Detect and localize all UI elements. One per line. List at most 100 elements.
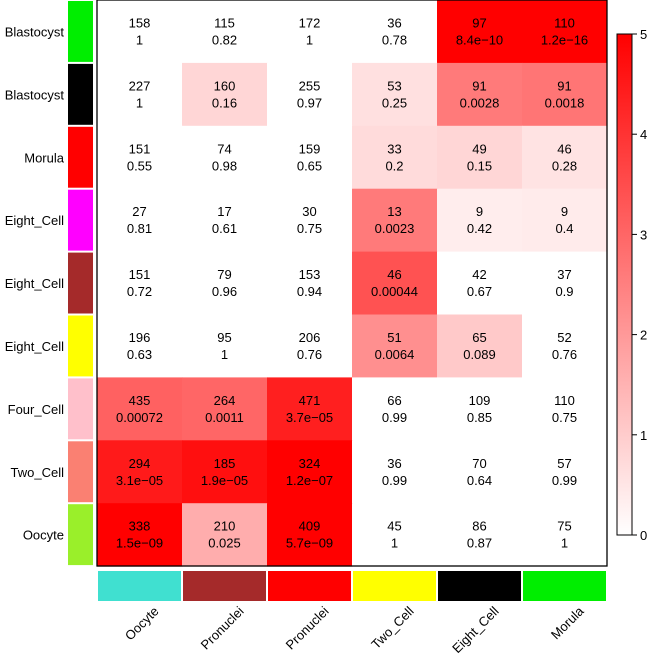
cell-count-label: 91	[557, 78, 571, 93]
cell-count-label: 160	[214, 78, 236, 93]
cell-pvalue-label: 0.089	[463, 347, 496, 362]
column-label: Pronuclei	[283, 603, 332, 652]
cell-count-label: 151	[129, 141, 151, 156]
row-color-bar	[68, 378, 93, 440]
column-color-bar	[98, 571, 181, 601]
heatmap-cell	[267, 188, 353, 253]
heatmap-cell	[522, 62, 608, 127]
cell-count-label: 435	[129, 393, 151, 408]
cell-pvalue-label: 3.1e−05	[116, 473, 163, 488]
heatmap-cell	[522, 125, 608, 190]
cell-pvalue-label: 0.81	[127, 221, 152, 236]
heatmap-cell	[437, 251, 523, 315]
row-label: Four_Cell	[8, 402, 64, 417]
cell-pvalue-label: 0.75	[552, 410, 577, 425]
cell-count-label: 13	[387, 204, 401, 219]
heatmap-cell	[97, 0, 183, 64]
cell-pvalue-label: 0.78	[382, 32, 407, 47]
row-label: Eight_Cell	[5, 276, 64, 291]
cell-count-label: 158	[129, 15, 151, 30]
cell-count-label: 227	[129, 78, 151, 93]
heatmap-cell	[437, 314, 523, 378]
heatmap-cell	[97, 377, 183, 441]
cell-count-label: 110	[554, 393, 575, 408]
row-color-bar	[68, 1, 93, 62]
heatmap-cell	[522, 188, 608, 253]
cell-count-label: 206	[299, 330, 321, 345]
cell-pvalue-label: 0.75	[297, 221, 322, 236]
cell-count-label: 46	[557, 141, 571, 156]
cell-pvalue-label: 1.2e−16	[541, 32, 588, 47]
heatmap-cell	[267, 440, 353, 504]
heatmap-cell	[97, 314, 183, 378]
row-labels: Blastocyst Blastocyst Morula Eight_Cell Eigh…	[5, 24, 65, 542]
heatmap-cell	[182, 377, 268, 441]
column-color-bar	[183, 571, 266, 601]
cell-pvalue-label: 0.96	[212, 284, 237, 299]
cell-pvalue-label: 1	[561, 536, 568, 551]
cell-pvalue-label: 0.15	[467, 158, 492, 173]
column-labels: Oocyte Pronuclei Pronuclei Two_Cell Eight_Ce…	[122, 603, 587, 654]
cell-count-label: 27	[132, 204, 146, 219]
cell-count-label: 471	[299, 393, 321, 408]
cell-pvalue-label: 0.42	[467, 221, 492, 236]
row-label: Eight_Cell	[5, 339, 64, 354]
heatmap-cell	[182, 125, 268, 190]
column-label: Oocyte	[122, 604, 162, 644]
cell-pvalue-label: 0.61	[212, 221, 237, 236]
row-label: Blastocyst	[5, 24, 65, 39]
heatmap-cell	[97, 62, 183, 127]
heatmap-cell	[522, 440, 608, 504]
cell-pvalue-label: 0.76	[297, 347, 322, 362]
cell-pvalue-label: 5.7e−09	[286, 536, 333, 551]
cell-count-label: 36	[387, 456, 401, 471]
cell-count-label: 30	[302, 204, 316, 219]
cell-pvalue-label: 1	[221, 347, 228, 362]
cell-pvalue-label: 0.16	[212, 95, 237, 110]
heatmap-cell	[437, 0, 523, 64]
heatmap-cell	[267, 251, 353, 315]
heatmap-cell	[437, 62, 523, 127]
heatmap-cells	[97, 0, 608, 567]
cell-pvalue-label: 1.9e−05	[201, 473, 248, 488]
cell-count-label: 86	[472, 519, 486, 534]
cell-count-label: 153	[299, 267, 321, 282]
cell-pvalue-label: 0.99	[552, 473, 577, 488]
cell-count-label: 172	[299, 15, 321, 30]
cell-count-label: 57	[557, 456, 571, 471]
row-color-bars	[68, 1, 93, 566]
cell-pvalue-label: 0.72	[127, 284, 152, 299]
cell-count-label: 52	[557, 330, 571, 345]
cell-count-label: 196	[129, 330, 151, 345]
row-color-bar	[68, 252, 93, 314]
heatmap-cell	[182, 62, 268, 127]
cell-pvalue-label: 1	[136, 95, 143, 110]
heatmap-cell	[352, 188, 438, 253]
cell-pvalue-label: 0.65	[297, 158, 322, 173]
column-label: Morula	[548, 603, 587, 642]
cell-count-label: 65	[472, 330, 486, 345]
cell-count-label: 185	[214, 456, 236, 471]
cell-pvalue-label: 0.99	[382, 473, 407, 488]
cell-count-label: 75	[557, 519, 571, 534]
cell-count-label: 74	[217, 141, 231, 156]
heatmap-cell	[522, 377, 608, 441]
row-label: Morula	[24, 150, 65, 165]
column-color-bar	[523, 571, 606, 601]
cell-pvalue-label: 0.25	[382, 95, 407, 110]
cell-pvalue-label: 0.82	[212, 32, 237, 47]
column-color-bar	[353, 571, 436, 601]
colorbar-tick-label: 4	[640, 127, 647, 142]
cell-pvalue-label: 0.2	[385, 158, 403, 173]
column-color-bars	[98, 571, 606, 601]
heatmap-cell	[352, 0, 438, 64]
cell-pvalue-label: 0.00044	[371, 284, 418, 299]
cell-pvalue-label: 0.025	[208, 536, 241, 551]
colorbar-tick-label: 1	[640, 428, 647, 443]
cell-count-label: 97	[472, 15, 486, 30]
cell-count-label: 79	[217, 267, 231, 282]
heatmap-cell	[352, 125, 438, 190]
column-color-bar	[268, 571, 351, 601]
heatmap-cell	[437, 440, 523, 504]
row-label: Oocyte	[23, 528, 64, 543]
